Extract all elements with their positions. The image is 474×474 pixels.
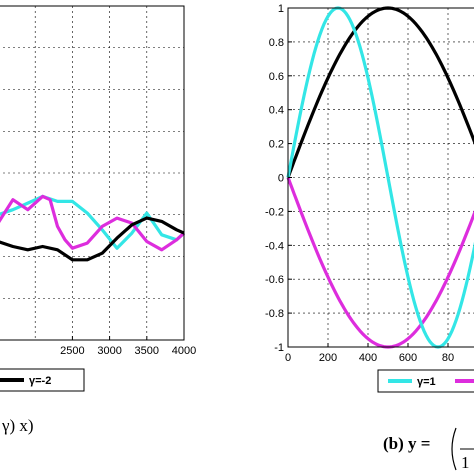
panel-a-axes-box [0, 5, 185, 341]
panel-b-grid [288, 8, 474, 347]
series-line [286, 6, 474, 179]
panel-a-grid [0, 6, 184, 340]
x-tick-label: 400 [359, 352, 377, 364]
panel-b-legend-box [377, 369, 474, 393]
panel-b-x-ticks: 0 200 400 600 80 [285, 343, 454, 364]
panel-b-legend-label: γ=1 [417, 376, 436, 388]
y-tick-label: 0.4 [269, 105, 284, 117]
panel-b-y-ticks: 1 0.8 0.6 0.4 0.2 0 -0.2 -0.4 -0.6 -0.8 -1 [265, 3, 292, 354]
panel-a-chart: 2500 3000 3500 4000 [0, 5, 196, 357]
panel-b-legend: γ=1 [377, 369, 474, 393]
panel-b-caption: (b) y = 1 [383, 427, 474, 472]
panel-b-chart: 1 0.8 0.6 0.4 0.2 0 -0.2 -0.4 -0.6 -0.8 -1 0 200 400… [265, 3, 474, 364]
panel-a-legend: γ=-2 [0, 368, 85, 392]
panel-a-caption-text: γ) x) [1, 416, 34, 435]
y-tick-label: -1 [274, 342, 284, 354]
panel-a-caption: γ) x) [1, 416, 34, 435]
panel-a-legend-label: γ=-2 [29, 375, 51, 387]
x-tick-label: 0 [285, 352, 291, 364]
panel-a-legend-box [0, 368, 85, 392]
panel-b-caption-text: (b) y = [383, 434, 430, 453]
y-tick-label: 0 [278, 173, 284, 185]
x-tick-label: 3500 [135, 345, 159, 357]
series-line [0, 216, 185, 262]
panel-a-series [0, 194, 186, 262]
panel-b-series [286, 6, 474, 349]
x-tick-label: 80 [442, 352, 454, 364]
y-tick-label: -0.4 [265, 240, 284, 252]
x-tick-label: 200 [319, 352, 337, 364]
y-tick-label: 0.8 [269, 37, 284, 49]
panel-a-x-ticks: 2500 3000 3500 4000 [60, 336, 196, 357]
series-line [286, 6, 474, 349]
y-tick-label: -0.6 [265, 274, 284, 286]
series-line [0, 194, 186, 250]
y-tick-label: -0.2 [265, 206, 284, 218]
y-tick-label: -0.8 [265, 308, 284, 320]
x-tick-label: 600 [399, 352, 417, 364]
panel-b-caption-denominator: 1 [461, 453, 470, 472]
x-tick-label: 3000 [97, 345, 121, 357]
y-tick-label: 0.2 [269, 139, 284, 151]
series-line [286, 176, 474, 349]
panel-b-axes-box [287, 7, 474, 348]
y-tick-label: 1 [278, 3, 284, 15]
panel-b-caption-paren [451, 427, 457, 471]
series-line [0, 194, 186, 252]
x-tick-label: 4000 [172, 345, 196, 357]
x-tick-label: 2500 [60, 345, 84, 357]
y-tick-label: 0.6 [269, 71, 284, 83]
